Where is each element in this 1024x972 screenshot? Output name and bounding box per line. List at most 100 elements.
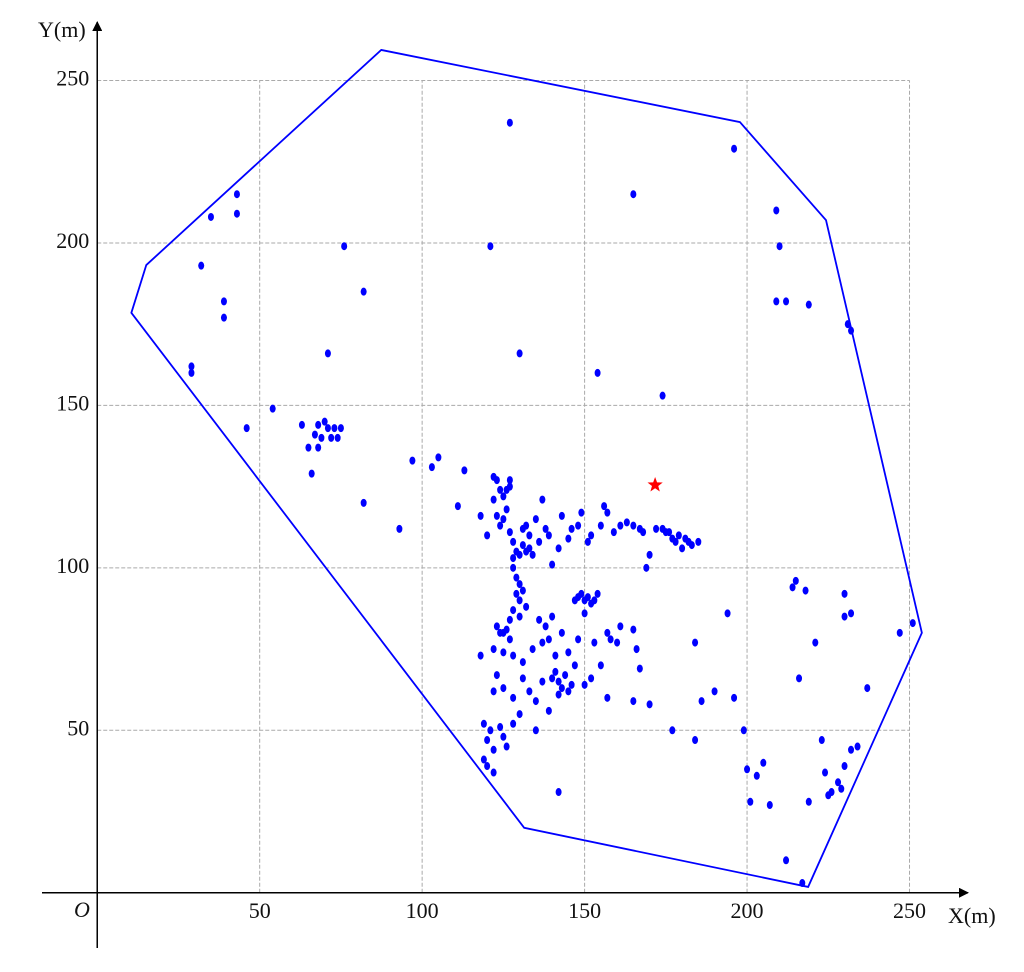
point: [516, 596, 523, 605]
point: [604, 693, 611, 702]
point: [487, 726, 494, 735]
point: [519, 674, 526, 683]
point: [695, 537, 702, 546]
point: [331, 424, 338, 433]
point: [315, 420, 322, 429]
point: [692, 638, 699, 647]
point: [516, 349, 523, 358]
point: [672, 537, 679, 546]
point: [835, 778, 842, 787]
point: [545, 531, 552, 540]
star-marker: [647, 477, 663, 492]
point: [588, 531, 595, 540]
point: [490, 745, 497, 754]
point: [315, 443, 322, 452]
point: [269, 404, 276, 413]
point: [753, 771, 760, 780]
point: [298, 420, 305, 429]
point: [188, 362, 195, 371]
point: [493, 511, 500, 520]
x-tick-label: 250: [893, 898, 926, 923]
point: [643, 563, 650, 572]
point: [669, 726, 676, 735]
point: [510, 693, 517, 702]
point: [818, 736, 825, 745]
point: [506, 118, 513, 127]
point: [812, 638, 819, 647]
point: [565, 534, 572, 543]
point: [607, 635, 614, 644]
point: [519, 541, 526, 550]
x-tick-label: 100: [406, 898, 439, 923]
point: [604, 508, 611, 517]
point: [581, 680, 588, 689]
point: [513, 573, 520, 582]
point: [591, 596, 598, 605]
point: [584, 593, 591, 602]
point: [233, 190, 240, 199]
point: [490, 645, 497, 654]
point: [545, 706, 552, 715]
point: [854, 742, 861, 751]
point: [428, 463, 435, 472]
point: [477, 511, 484, 520]
point: [581, 609, 588, 618]
point: [500, 684, 507, 693]
point: [497, 521, 504, 530]
point: [558, 628, 565, 637]
point: [584, 537, 591, 546]
point: [805, 797, 812, 806]
point: [848, 609, 855, 618]
y-tick-label: 250: [56, 66, 89, 91]
point: [220, 313, 227, 322]
point: [536, 615, 543, 624]
point: [623, 518, 630, 527]
point: [646, 700, 653, 709]
point: [630, 697, 637, 706]
point: [848, 326, 855, 335]
point: [633, 645, 640, 654]
point: [909, 619, 916, 628]
x-tick-label: 50: [249, 898, 271, 923]
point: [532, 515, 539, 524]
point: [324, 349, 331, 358]
point: [828, 788, 835, 797]
point: [324, 424, 331, 433]
point: [516, 612, 523, 621]
point: [523, 521, 530, 530]
point: [198, 261, 205, 270]
point: [461, 466, 468, 475]
point: [578, 589, 585, 598]
point: [497, 723, 504, 732]
point: [594, 589, 601, 598]
y-tick-label: 200: [56, 228, 89, 253]
point: [555, 677, 562, 686]
point: [493, 476, 500, 485]
point: [500, 515, 507, 524]
point: [233, 209, 240, 218]
point: [799, 879, 806, 888]
y-tick-label: 50: [67, 715, 89, 740]
point: [539, 638, 546, 647]
point: [516, 550, 523, 559]
point: [796, 674, 803, 683]
point: [396, 524, 403, 533]
point: [555, 690, 562, 699]
point: [575, 521, 582, 530]
point: [506, 528, 513, 537]
point: [506, 635, 513, 644]
point: [841, 612, 848, 621]
point: [519, 658, 526, 667]
point: [506, 615, 513, 624]
point: [848, 745, 855, 754]
point: [630, 521, 637, 530]
point: [484, 531, 491, 540]
point: [484, 736, 491, 745]
x-axis-label: X(m): [948, 903, 996, 928]
point: [526, 531, 533, 540]
point: [510, 563, 517, 572]
point: [630, 625, 637, 634]
point: [532, 697, 539, 706]
point: [591, 638, 598, 647]
point: [698, 697, 705, 706]
